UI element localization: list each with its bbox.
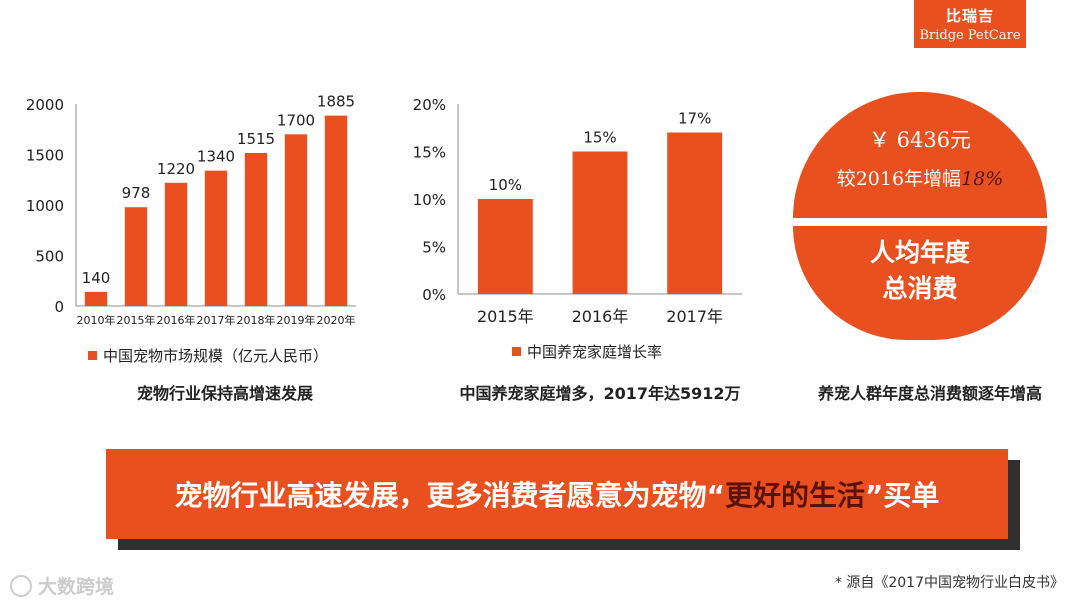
- data-label: 1515: [237, 130, 275, 148]
- x-tick-label: 2017年: [197, 313, 236, 327]
- data-label: 1885: [317, 93, 355, 111]
- x-tick-label: 2015年: [477, 307, 534, 326]
- market-size-legend: 中国宠物市场规模（亿元人民币）: [88, 345, 328, 366]
- watermark-logo-icon: [10, 574, 32, 597]
- market-size-caption: 宠物行业保持高增速发展: [136, 384, 313, 403]
- bar: [284, 134, 308, 306]
- data-label: 978: [122, 184, 151, 202]
- growth-percent: 18%: [961, 168, 1004, 190]
- source-note: * 源自《2017中国宠物行业白皮书》: [834, 575, 1064, 591]
- bar: [164, 182, 188, 306]
- x-tick-label: 2019年: [277, 313, 316, 327]
- y-tick-label: 5%: [422, 239, 446, 257]
- x-tick-label: 2017年: [666, 307, 723, 326]
- data-label: 10%: [489, 176, 522, 194]
- growth-prefix: 较2016年增幅: [836, 168, 962, 190]
- bar: [84, 291, 108, 306]
- bar: [324, 115, 348, 306]
- spending-title-line2: 总消费: [882, 274, 958, 303]
- banner-text-after: ”买单: [865, 479, 940, 512]
- spending-title-line1: 人均年度: [869, 238, 970, 267]
- y-tick-label: 500: [35, 248, 64, 266]
- y-tick-label: 2000: [26, 96, 64, 114]
- spending-growth: 较2016年增幅18%: [793, 164, 1047, 191]
- bar: [667, 132, 723, 294]
- x-tick-label: 2010年: [77, 313, 116, 327]
- household-growth-legend: 中国养宠家庭增长率: [512, 341, 662, 362]
- spending-title: 人均年度 总消费: [793, 235, 1047, 307]
- watermark: 大数跨境: [10, 572, 114, 599]
- y-tick-label: 0%: [422, 286, 446, 304]
- data-label: 1220: [157, 160, 195, 178]
- x-tick-label: 2018年: [237, 313, 276, 327]
- market-size-legend-label: 中国宠物市场规模（亿元人民币）: [103, 347, 329, 365]
- y-tick-label: 20%: [413, 96, 446, 114]
- bar: [244, 152, 268, 306]
- x-tick-label: 2015年: [117, 313, 156, 327]
- banner-text-before: 宠物行业高速发展，更多消费者愿意为宠物“: [174, 479, 725, 512]
- y-tick-label: 10%: [413, 191, 446, 209]
- banner-highlight: 更好的生活: [724, 479, 865, 512]
- household-growth-caption: 中国养宠家庭增多，2017年达5912万: [459, 384, 741, 403]
- logo-english-name: Bridge PetCare: [919, 28, 1021, 43]
- y-tick-label: 1500: [26, 147, 64, 165]
- market-size-bar-chart: 0 500 1000 1500 2000 140 2010年 978 2015年 1220 2016…: [26, 93, 356, 327]
- data-label: 140: [82, 269, 111, 287]
- logo-chinese-name: 比瑞吉: [945, 7, 994, 25]
- data-label: 17%: [678, 110, 711, 128]
- household-growth-bar-chart: 0% 5% 10% 15% 20% 10% 2015年 15% 2016年 17% 2017年: [413, 96, 742, 326]
- spending-circle-bottom: 人均年度 总消费: [793, 226, 1047, 340]
- brand-logo: 比瑞吉 Bridge PetCare: [914, 0, 1026, 48]
- spending-amount: ￥ 6436元: [868, 128, 972, 152]
- watermark-text: 大数跨境: [38, 576, 115, 598]
- bar: [124, 207, 148, 306]
- x-tick-label: 2016年: [572, 307, 629, 326]
- x-tick-label: 2020年: [317, 313, 356, 327]
- headline-banner: 宠物行业高速发展，更多消费者愿意为宠物“ 更好的生活 ”买单: [106, 449, 1008, 539]
- spending-caption: 养宠人群年度总消费额逐年增高: [817, 384, 1042, 403]
- household-growth-legend-label: 中国养宠家庭增长率: [527, 343, 663, 361]
- spending-circle-top: ￥ 6436元 较2016年增幅18%: [793, 92, 1047, 218]
- bar: [572, 151, 628, 294]
- data-label: 1700: [277, 111, 315, 129]
- data-label: 1340: [197, 148, 235, 166]
- bar: [204, 170, 228, 306]
- y-tick-label: 0: [54, 298, 64, 316]
- legend-swatch: [512, 347, 521, 356]
- data-label: 15%: [583, 129, 616, 147]
- legend-swatch: [88, 351, 97, 360]
- bar: [477, 199, 533, 294]
- y-tick-label: 15%: [413, 144, 446, 162]
- y-tick-label: 1000: [26, 197, 64, 215]
- x-tick-label: 2016年: [157, 313, 196, 327]
